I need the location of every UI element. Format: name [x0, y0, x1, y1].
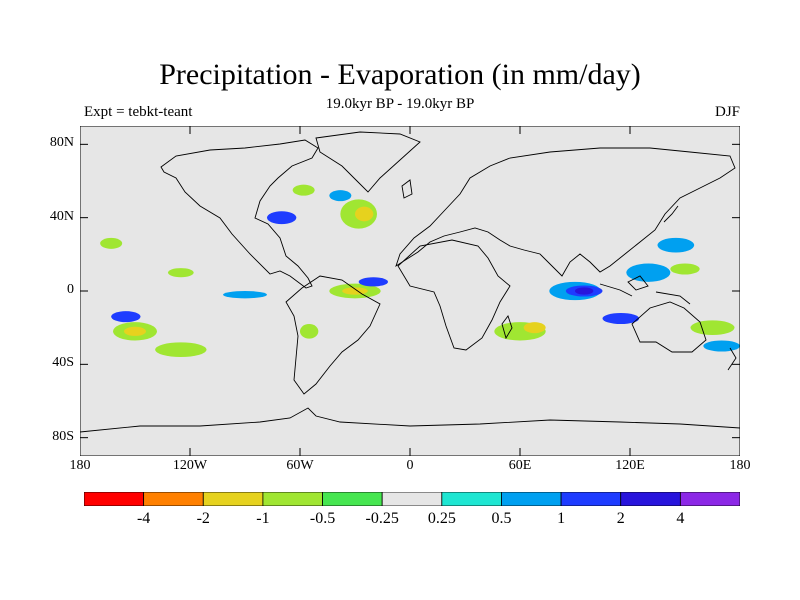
- map-background: [80, 126, 740, 456]
- coast-north-america: [160, 139, 319, 289]
- anomaly-patch: [670, 263, 700, 275]
- colorbar-tick-label: -1: [256, 510, 270, 527]
- anomaly-patch: [575, 287, 594, 295]
- lon-tick-label: 180: [69, 458, 91, 473]
- map-title: Precipitation - Evaporation (in mm/day): [159, 58, 641, 91]
- lon-tick-label: 60E: [508, 458, 532, 473]
- colorbar-box: [202, 492, 264, 506]
- colorbar-tick-label: -0.5: [309, 510, 336, 527]
- anomaly-patch: [100, 237, 123, 249]
- colorbar-box: [322, 492, 383, 506]
- lon-tick-label: 120W: [172, 458, 208, 473]
- anomaly-patch: [657, 237, 695, 253]
- colorbar-box: [441, 492, 502, 506]
- lon-tick-label: 120E: [615, 458, 645, 473]
- colorbar-tick-label: 2: [616, 510, 625, 527]
- lat-tick-label: 80S: [52, 428, 74, 444]
- lon-tick-label: 180: [729, 458, 751, 473]
- axis-ticks: [80, 126, 740, 456]
- colorbar-tick-label: 4: [676, 510, 685, 527]
- anomaly-patch: [690, 320, 735, 335]
- anomaly-patch: [155, 342, 207, 357]
- experiment-label: Expt = tebkt-teant: [84, 104, 193, 120]
- anomaly-patch: [523, 322, 546, 334]
- season-label: DJF: [714, 104, 740, 120]
- anomaly-patch: [329, 190, 352, 202]
- colorbar-tick-label: -2: [196, 510, 210, 527]
- lat-tick-label: 80N: [49, 135, 74, 151]
- colorbar-box: [84, 492, 145, 506]
- lat-tick-label: 40N: [49, 208, 74, 224]
- coast-new-zealand: [727, 347, 737, 371]
- coast-africa: [397, 239, 511, 351]
- anomaly-patch: [168, 268, 194, 278]
- world-map: [80, 126, 740, 456]
- coast-japan: [663, 205, 679, 223]
- coast-indonesia: [599, 275, 691, 305]
- lon-tick-label: 60W: [286, 458, 314, 473]
- anomaly-patch: [342, 287, 368, 295]
- anomaly-patch: [300, 324, 319, 339]
- coast-greenland: [315, 131, 421, 193]
- colorbar-box: [501, 492, 562, 506]
- coast-antarctica: [80, 407, 740, 433]
- anomaly-patch: [267, 211, 297, 225]
- colorbar-tick-label: -4: [136, 510, 151, 527]
- anomaly-patch: [703, 340, 740, 352]
- lat-tick-label: 40S: [52, 355, 74, 371]
- anomaly-patch: [292, 184, 315, 196]
- colorbar-tick-label: 0.25: [427, 510, 456, 527]
- colorbar-tick-label: -0.25: [365, 510, 399, 527]
- colorbar-box: [262, 492, 323, 506]
- colorbar-box: [620, 492, 681, 506]
- coast-australia: [631, 301, 707, 353]
- colorbar: [84, 492, 740, 506]
- anomaly-patch: [602, 313, 640, 324]
- coast-eurasia: [395, 147, 736, 277]
- colorbar-box: [381, 492, 443, 506]
- anomaly-patch: [111, 311, 141, 323]
- anomaly-patch: [355, 206, 374, 222]
- anomaly-patch: [358, 277, 389, 287]
- coast-uk: [401, 179, 413, 199]
- colorbar-box: [560, 492, 622, 506]
- coast-madagascar: [501, 315, 513, 340]
- anomaly-patch: [124, 326, 146, 336]
- colorbar-box: [679, 492, 740, 506]
- coast-south-america: [285, 275, 381, 395]
- coastlines: [80, 131, 740, 433]
- colorbar-box: [143, 492, 204, 506]
- lon-tick-label: 0: [406, 458, 414, 473]
- colorbar-tick-label: 0.5: [491, 510, 512, 527]
- anomaly-patch: [223, 291, 267, 299]
- colorbar-tick-label: 1: [557, 510, 566, 527]
- lat-tick-label: 0: [67, 282, 74, 297]
- map-subtitle: 19.0kyr BP - 19.0kyr BP: [325, 96, 475, 112]
